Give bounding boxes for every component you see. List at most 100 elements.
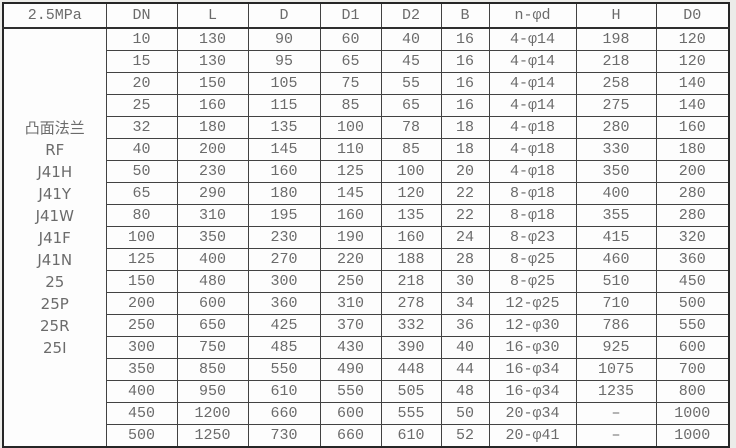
table-cell: 65 [105,182,178,205]
table-cell: 250 [319,270,382,293]
table-cell: 50 [105,160,178,183]
table-cell: 150 [105,270,178,293]
table-cell: 800 [655,380,730,403]
table-cell: 230 [176,160,249,183]
table-cell: – [575,424,657,448]
table-cell: 390 [380,336,442,359]
valve-type-line: J41N [37,250,73,269]
table-cell: 600 [655,336,730,359]
valve-type-line: J41H [37,162,73,181]
table-cell: 60 [319,27,382,51]
table-cell: 40 [380,27,442,51]
table-row: 20 150 105 75 55 16 4-φ14 258 140 [3,72,730,95]
valve-type-line: 25 [45,272,65,291]
table-cell: 180 [655,138,730,161]
table-cell: 145 [247,138,321,161]
table-cell: 75 [319,72,382,95]
table-cell: 4-φ14 [488,72,577,95]
table-cell: 45 [380,50,442,73]
table-cell: 190 [319,226,382,249]
table-cell: 16 [440,72,490,95]
table-cell: 160 [655,116,730,139]
table-cell: 400 [105,380,178,403]
table-row: 32 180 135 100 78 18 4-φ18 280 160 [3,116,730,139]
table-cell: 95 [247,50,321,73]
table-cell: 160 [380,226,442,249]
table-cell: 290 [176,182,249,205]
table-cell: 40 [440,336,490,359]
valve-type-line: 25R [39,316,70,335]
table-cell: 44 [440,358,490,381]
table-cell: 16-φ34 [488,358,577,381]
table-cell: 700 [655,358,730,381]
table-cell: 120 [380,182,442,205]
table-cell: 710 [575,292,657,315]
table-cell: 460 [575,248,657,271]
table-cell: 332 [380,314,442,337]
table-cell: 350 [105,358,178,381]
table-cell: 300 [247,270,321,293]
table-cell: 430 [319,336,382,359]
table-cell: 145 [319,182,382,205]
column-header-0: DN [105,2,178,29]
table-cell: 550 [319,380,382,403]
column-header-8: D0 [655,2,730,29]
table-cell: 85 [319,94,382,117]
table-cell: 280 [575,116,657,139]
table-cell: 1250 [176,424,249,448]
table-cell: 500 [655,292,730,315]
table-cell: 650 [176,314,249,337]
table-cell: 16 [440,50,490,73]
table-row: 125 400 270 220 188 28 8-φ25 460 360 [3,248,730,271]
table-cell: 450 [655,270,730,293]
table-cell: 480 [176,270,249,293]
table-cell: 280 [655,204,730,227]
table-cell: 300 [105,336,178,359]
table-cell: 320 [655,226,730,249]
table-cell: 550 [655,314,730,337]
table-cell: 786 [575,314,657,337]
table-cell: 450 [105,402,178,425]
table-cell: 24 [440,226,490,249]
table-cell: 400 [176,248,249,271]
table-cell: 130 [176,50,249,73]
table-cell: 850 [176,358,249,381]
table-cell: 120 [655,27,730,51]
table-cell: 425 [247,314,321,337]
table-cell: 160 [319,204,382,227]
table-cell: 140 [655,72,730,95]
table-cell: 90 [247,27,321,51]
table-cell: 280 [655,182,730,205]
table-cell: 250 [105,314,178,337]
table-cell: – [575,402,657,425]
valve-type-line: J41Y [38,184,72,203]
table-cell: 350 [176,226,249,249]
table-cell: 135 [247,116,321,139]
table-cell: 600 [319,402,382,425]
valve-type-line: 凸面法兰 [24,118,85,137]
valve-type-line: J41W [35,206,74,225]
table-cell: 180 [176,116,249,139]
table-cell: 22 [440,182,490,205]
table-row: 40 200 145 110 85 18 4-φ18 330 180 [3,138,730,161]
table-cell: 20 [440,160,490,183]
table-body: 凸面法兰 RF J41H J41Y J41W J41F J41N 25 25P 25R 25I 10 1… [2,27,730,448]
table-cell: 188 [380,248,442,271]
table-cell: 200 [105,292,178,315]
table-cell: 105 [247,72,321,95]
table-cell: 30 [440,270,490,293]
column-header-4: D2 [380,2,442,29]
pressure-rating-header: 2.5MPa [2,2,107,29]
table-cell: 48 [440,380,490,403]
table-cell: 550 [247,358,321,381]
table-row: 250 650 425 370 332 36 12-φ30 786 550 [3,314,730,337]
table-cell: 510 [575,270,657,293]
table-cell: 160 [176,94,249,117]
table-cell: 100 [105,226,178,249]
table-cell: 218 [575,50,657,73]
table-cell: 180 [247,182,321,205]
table-cell: 52 [440,424,490,448]
